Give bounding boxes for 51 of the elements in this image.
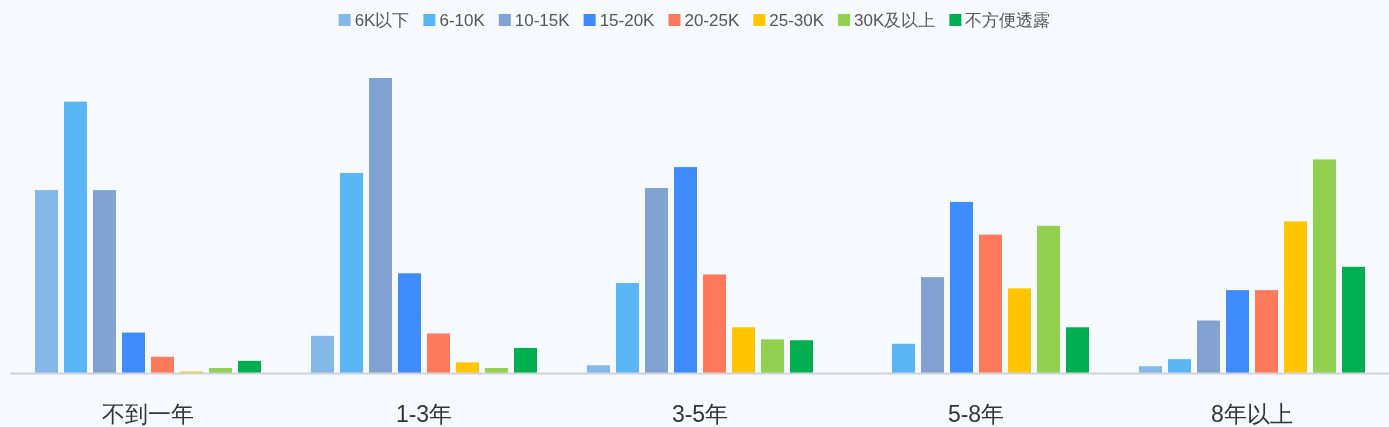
bar bbox=[238, 360, 261, 373]
legend-label: 6-10K bbox=[439, 11, 486, 30]
bar bbox=[950, 201, 973, 373]
bar bbox=[1342, 266, 1365, 373]
bar bbox=[485, 367, 508, 373]
bar bbox=[1008, 288, 1031, 373]
x-tick-label: 不到一年 bbox=[102, 401, 194, 427]
bar bbox=[1037, 225, 1060, 373]
bar bbox=[761, 339, 784, 373]
bar bbox=[703, 274, 726, 373]
bar bbox=[1139, 366, 1162, 373]
legend-label: 10-15K bbox=[514, 11, 571, 30]
bar bbox=[35, 190, 58, 373]
x-tick-label: 5-8年 bbox=[947, 401, 1005, 427]
x-tick-label: 8年以上 bbox=[1211, 401, 1293, 427]
x-tick-label: 1-3年 bbox=[395, 401, 453, 427]
bar bbox=[1284, 221, 1307, 373]
bar bbox=[369, 78, 392, 373]
bar bbox=[209, 367, 232, 373]
bar bbox=[616, 283, 639, 373]
bar bbox=[1226, 290, 1249, 373]
bar bbox=[1255, 290, 1278, 373]
bar bbox=[122, 332, 145, 373]
bar bbox=[790, 340, 813, 373]
bar bbox=[151, 356, 174, 373]
x-tick-label: 3-5年 bbox=[671, 401, 729, 427]
bar bbox=[311, 335, 334, 373]
bar bbox=[892, 343, 915, 373]
bar bbox=[1066, 327, 1089, 373]
bar bbox=[979, 234, 1002, 373]
legend-label: 6K以下 bbox=[354, 11, 410, 30]
legend-label: 25-30K bbox=[769, 11, 825, 30]
bar bbox=[674, 167, 697, 373]
bar bbox=[340, 172, 363, 373]
bar bbox=[427, 333, 450, 373]
bar bbox=[93, 190, 116, 373]
bar bbox=[456, 362, 479, 373]
bar bbox=[587, 365, 610, 373]
bar bbox=[64, 101, 87, 373]
legend-label: 不方便透露 bbox=[965, 11, 1051, 30]
legend-label: 15-20K bbox=[599, 11, 656, 30]
legend-label: 30K及以上 bbox=[854, 11, 936, 30]
bar bbox=[921, 277, 944, 373]
bar bbox=[645, 188, 668, 373]
bar bbox=[398, 273, 421, 373]
bar bbox=[1168, 359, 1191, 373]
bar bbox=[514, 347, 537, 373]
legend-label: 20-25K bbox=[684, 11, 740, 30]
bar bbox=[1197, 320, 1220, 373]
bar bbox=[732, 327, 755, 373]
bar bbox=[1313, 159, 1336, 373]
